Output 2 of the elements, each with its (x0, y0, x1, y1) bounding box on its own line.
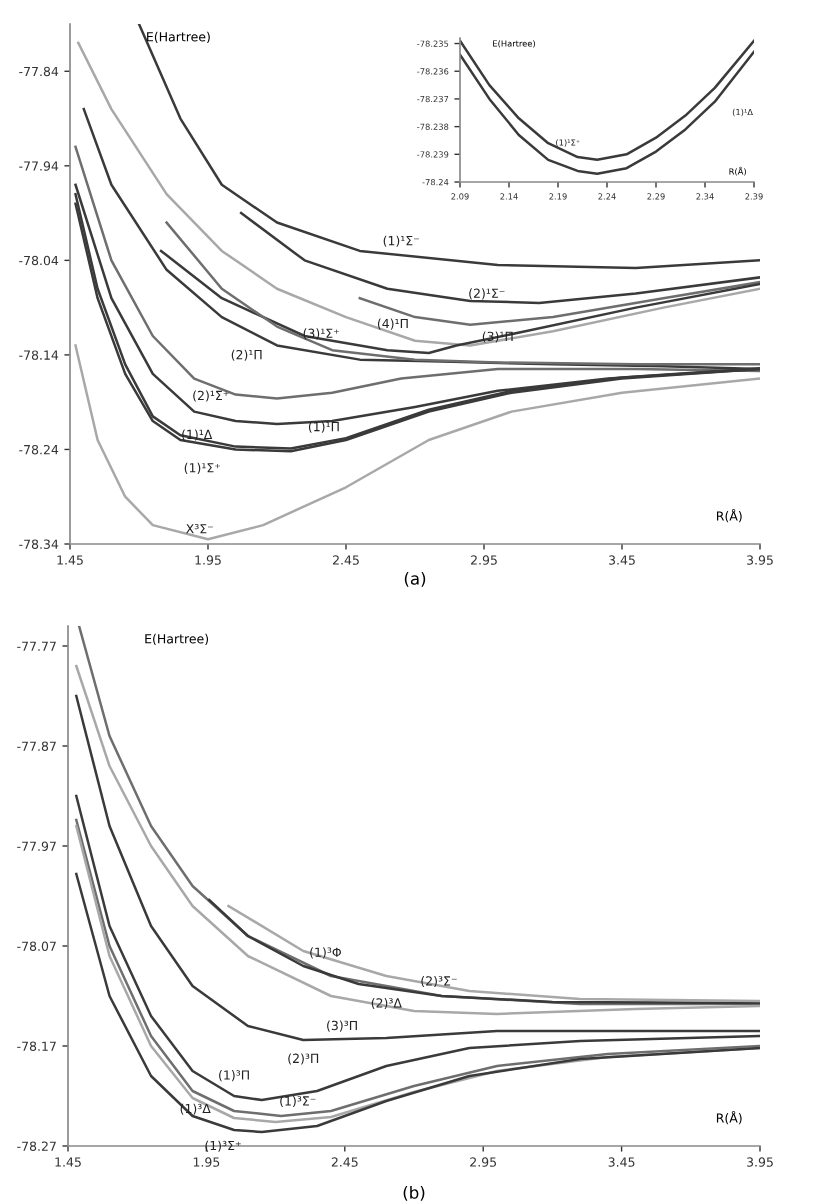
text: (b) (403, 1185, 425, 1201)
text: (a) (404, 571, 426, 587)
